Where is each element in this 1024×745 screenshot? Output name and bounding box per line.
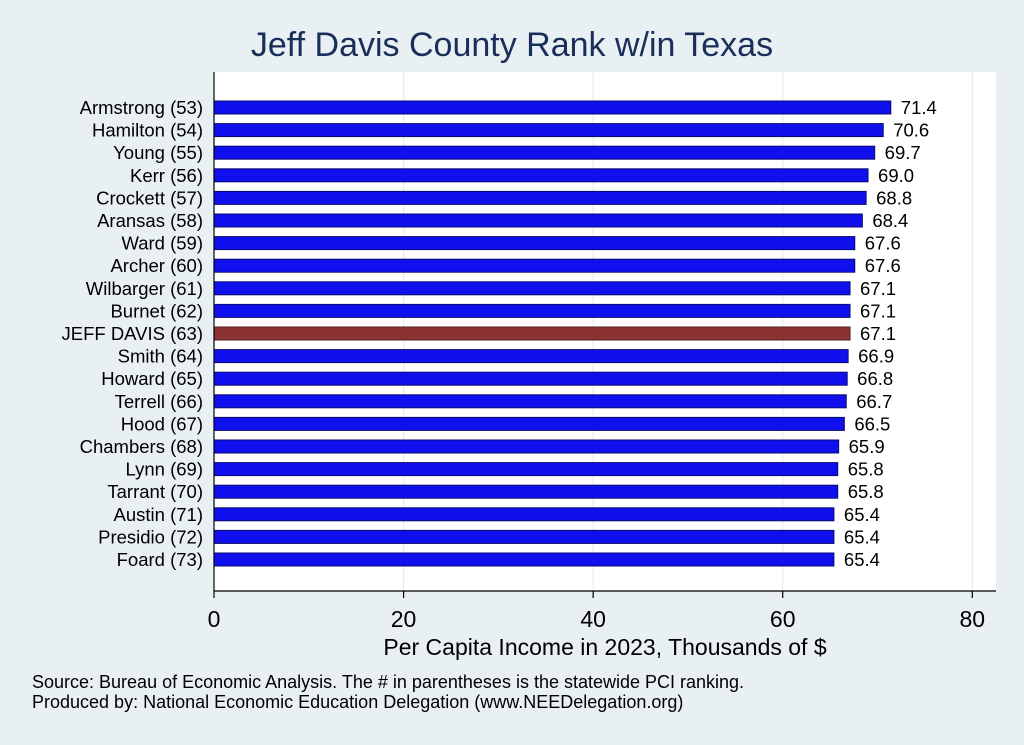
category-label: Presidio (72) (98, 526, 203, 547)
category-label: Chambers (68) (80, 436, 203, 457)
category-label: Austin (71) (114, 504, 203, 525)
bar (213, 529, 835, 544)
bar (213, 552, 835, 567)
bar (213, 281, 851, 296)
x-tick-label: 60 (770, 606, 796, 632)
bar-series (213, 100, 892, 567)
category-label: Howard (65) (101, 368, 203, 389)
value-label: 69.7 (885, 142, 921, 163)
category-label: Crockett (57) (96, 187, 203, 208)
category-label: Young (55) (113, 142, 203, 163)
value-label: 66.7 (856, 391, 892, 412)
category-label: Smith (64) (118, 346, 203, 367)
value-label: 65.8 (848, 481, 884, 502)
value-label: 65.9 (849, 436, 885, 457)
x-tick-label: 40 (580, 606, 606, 632)
chart-title: Jeff Davis County Rank w/in Texas (250, 26, 774, 64)
category-label: Hood (67) (121, 413, 203, 434)
value-label: 65.4 (844, 526, 880, 547)
x-axis-label: Per Capita Income in 2023, Thousands of … (383, 634, 826, 660)
category-labels: Armstrong (53)Hamilton (54)Young (55)Ker… (61, 97, 203, 570)
value-labels: 71.470.669.769.068.868.467.667.667.167.1… (844, 97, 937, 570)
value-label: 67.1 (860, 278, 896, 299)
value-label: 65.4 (844, 504, 880, 525)
bar (213, 371, 848, 386)
x-tick-label: 20 (391, 606, 417, 632)
x-tick-label: 0 (208, 606, 221, 632)
bar (213, 100, 892, 115)
bar (213, 213, 863, 228)
value-label: 68.8 (876, 187, 912, 208)
value-label: 66.8 (857, 368, 893, 389)
source-note: Source: Bureau of Economic Analysis. The… (32, 672, 745, 692)
bar (213, 394, 847, 409)
bar (213, 484, 839, 499)
category-label: Terrell (66) (115, 391, 203, 412)
bar (213, 258, 856, 273)
value-label: 67.6 (865, 233, 901, 254)
value-label: 67.1 (860, 323, 896, 344)
category-label: Wilbarger (61) (86, 278, 203, 299)
category-label: Lynn (69) (126, 459, 203, 480)
value-label: 68.4 (872, 210, 908, 231)
category-label: Kerr (56) (130, 165, 203, 186)
value-label: 66.9 (858, 346, 894, 367)
x-tick-label: 80 (960, 606, 986, 632)
category-label: Hamilton (54) (92, 120, 203, 141)
value-label: 65.8 (848, 459, 884, 480)
category-label: Burnet (62) (110, 300, 203, 321)
bar (213, 349, 849, 364)
category-label: Aransas (58) (97, 210, 203, 231)
category-label: JEFF DAVIS (63) (61, 323, 203, 344)
bar (213, 416, 845, 431)
bar (213, 303, 851, 318)
x-axis-ticks: 0 20 40 60 80 (208, 591, 985, 632)
bar (213, 168, 869, 183)
value-label: 70.6 (893, 120, 929, 141)
bar (213, 123, 884, 138)
bar (213, 507, 835, 522)
value-label: 69.0 (878, 165, 914, 186)
bar (213, 462, 839, 477)
category-label: Archer (60) (110, 255, 203, 276)
bar (213, 236, 856, 251)
bar (213, 145, 876, 160)
producer-note: Produced by: National Economic Education… (32, 692, 684, 712)
value-label: 65.4 (844, 549, 880, 570)
value-label: 71.4 (901, 97, 937, 118)
category-label: Armstrong (53) (80, 97, 203, 118)
value-label: 67.1 (860, 300, 896, 321)
category-label: Tarrant (70) (107, 481, 203, 502)
category-label: Ward (59) (121, 233, 203, 254)
bar (213, 190, 867, 205)
bar (213, 439, 840, 454)
bar-highlight (213, 326, 851, 341)
category-label: Foard (73) (117, 549, 203, 570)
value-label: 66.5 (854, 413, 890, 434)
value-label: 67.6 (865, 255, 901, 276)
